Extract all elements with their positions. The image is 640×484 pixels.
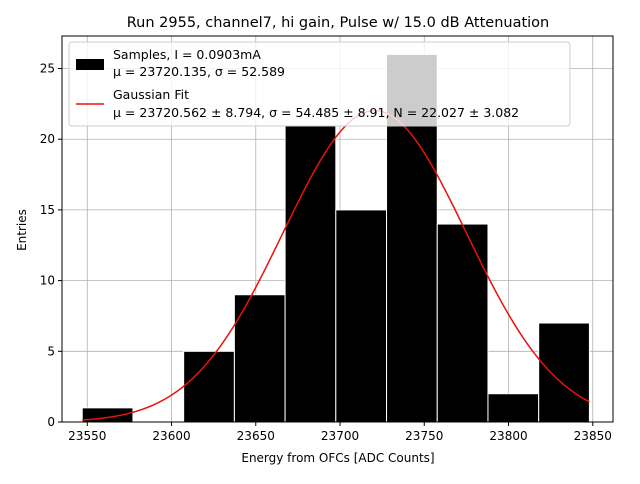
chart-title: Run 2955, channel7, hi gain, Pulse w/ 15… xyxy=(127,15,550,31)
plot-frame xyxy=(61,35,614,423)
histogram-bars xyxy=(81,53,590,423)
y-tick-label: 0 xyxy=(47,415,55,429)
y-tick-label: 10 xyxy=(40,274,55,288)
fit-curve-layer xyxy=(82,109,590,421)
histogram-bar xyxy=(436,223,489,423)
x-tick-label: 23650 xyxy=(237,429,275,443)
x-tick-label: 23550 xyxy=(68,429,106,443)
x-axis-label: Energy from OFCs [ADC Counts] xyxy=(241,451,434,465)
y-tick-label: 20 xyxy=(40,132,55,146)
tick-labels: 23550 23600 23650 23700 23750 23800 23850 0 5 10 1… xyxy=(40,62,612,443)
legend-fit-stats: μ = 23720.562 ± 8.794, σ = 54.485 ± 8.91… xyxy=(113,105,519,120)
x-tick-label: 23800 xyxy=(489,429,527,443)
x-tick-label: 23750 xyxy=(405,429,443,443)
legend-samples-stats: μ = 23720.135, σ = 52.589 xyxy=(113,64,285,79)
legend-box xyxy=(68,41,571,127)
legend-samples-swatch xyxy=(76,59,104,70)
histogram-bar xyxy=(335,209,388,423)
y-tick-label: 25 xyxy=(40,62,55,76)
y-tick-label: 5 xyxy=(47,344,55,358)
gaussian-fit-line xyxy=(82,109,590,421)
legend: Samples, I = 0.0903mA μ = 23720.135, σ =… xyxy=(68,41,571,127)
histogram-bar xyxy=(183,350,235,423)
histogram-bar xyxy=(538,322,590,423)
legend-samples-name: Samples, I = 0.0903mA xyxy=(113,47,261,62)
x-tick-label: 23700 xyxy=(321,429,359,443)
histogram-bar xyxy=(284,124,337,423)
histogram-bar xyxy=(487,393,540,423)
y-tick-label: 15 xyxy=(40,203,55,217)
legend-fit-name: Gaussian Fit xyxy=(113,87,189,102)
histogram-bar xyxy=(233,294,286,423)
y-axis-label: Entries xyxy=(15,209,29,251)
axes-frame xyxy=(58,35,614,426)
x-tick-label: 23600 xyxy=(152,429,190,443)
x-tick-label: 23850 xyxy=(574,429,612,443)
